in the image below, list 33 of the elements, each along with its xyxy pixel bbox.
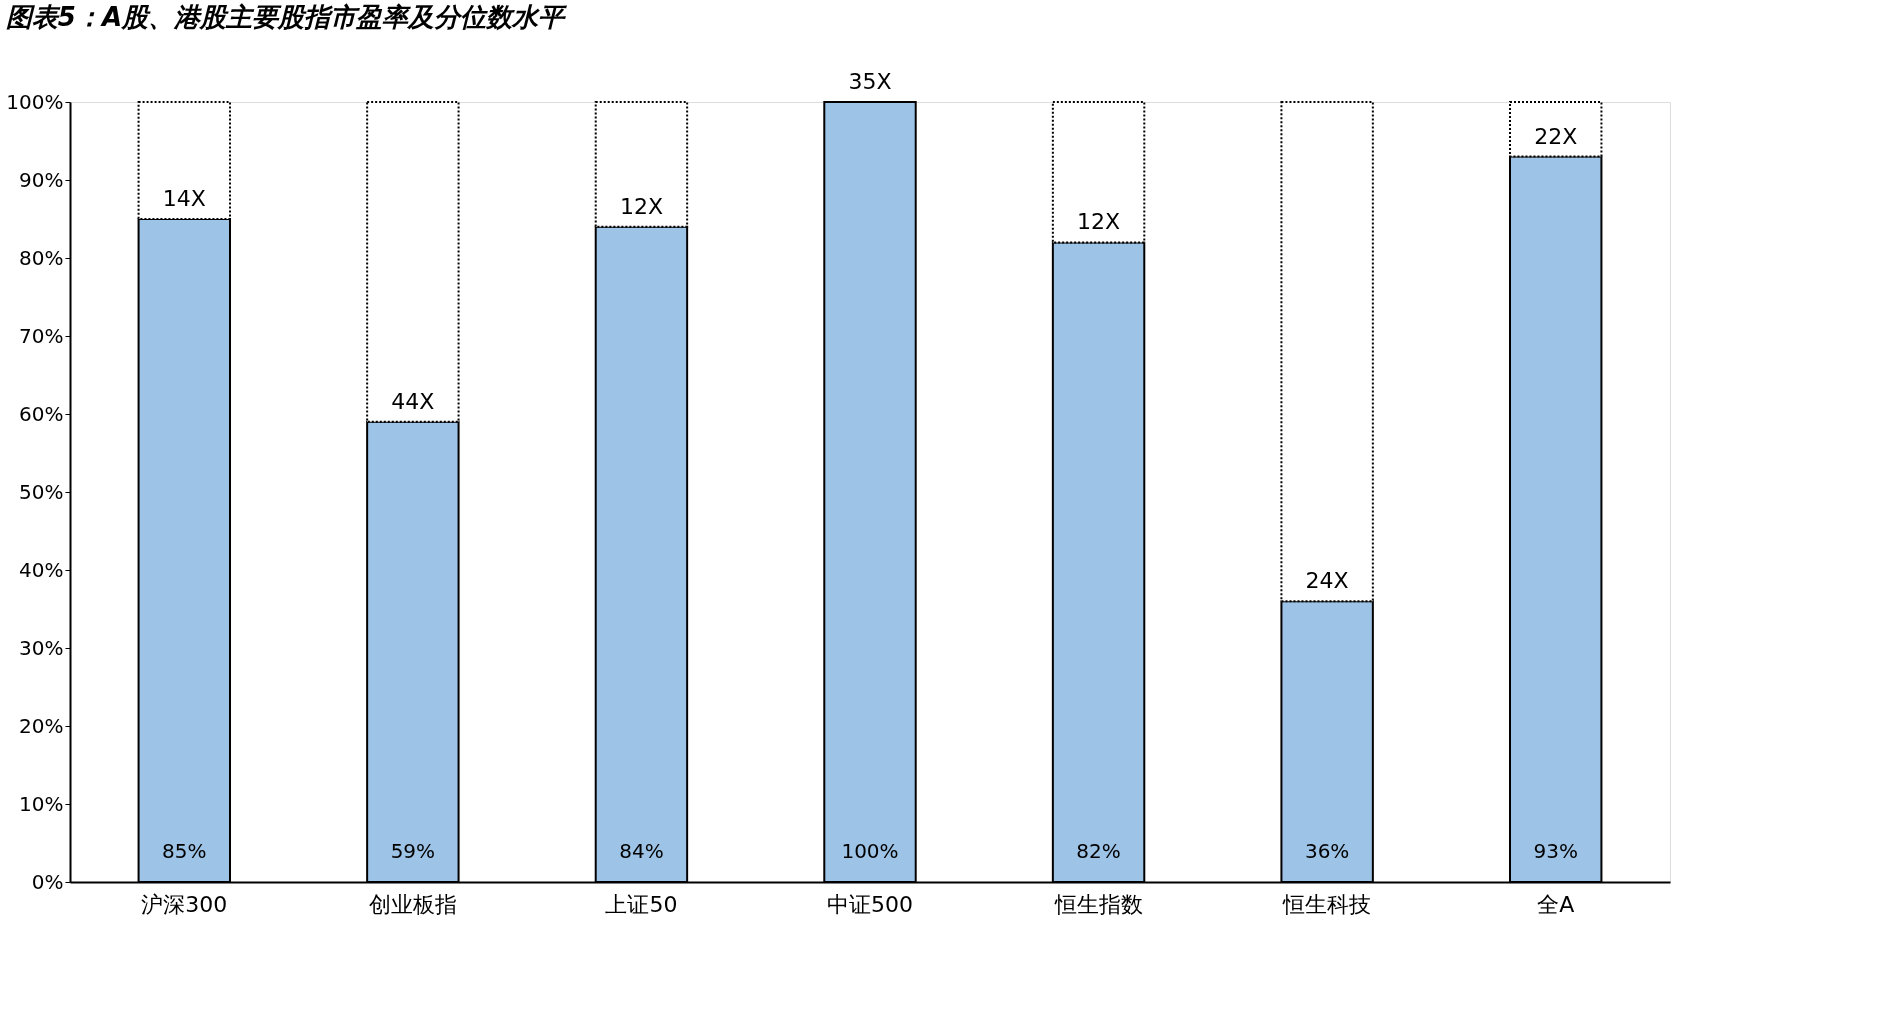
x-tick-label: 恒生科技 [1282,891,1372,917]
y-tick-label: 100% [6,89,64,114]
data-label: 84% [619,839,664,863]
y-tick-label: 50% [19,479,64,504]
x-tick-label: 全A [1537,891,1575,917]
x-tick-label: 中证500 [827,891,913,917]
x-tick-label: 沪深300 [141,891,228,917]
data-label: 93% [1533,839,1578,863]
y-tick-label: 70% [19,323,64,348]
annotation: 35X [848,69,892,94]
y-tick-label: 90% [19,167,64,192]
annotation: 22X [1534,123,1578,149]
x-tick-label: 创业板指 [368,891,457,917]
y-tick-label: 0% [31,869,64,894]
annotation: 24X [1305,568,1349,594]
y-tick-label: 30% [19,635,64,660]
data-label: 36% [1304,839,1350,863]
y-tick-label: 40% [19,557,64,582]
data-label: 59% [390,839,436,863]
y-tick-label: 80% [19,245,64,270]
annotation: 12X [1077,209,1121,235]
annotation: 12X [619,193,663,219]
data-label: 82% [1076,839,1121,863]
annotation: 44X [391,388,435,414]
x-tick-label: 恒生指数 [1053,891,1143,917]
x-tick-label: 上证50 [605,891,678,917]
y-tick-label: 60% [19,401,64,426]
y-tick-label: 20% [19,713,64,738]
y-tick-label: 10% [19,791,64,816]
data-label: 100% [841,839,899,863]
annotation: 14X [162,186,206,211]
chart-title: 图表5：A股、港股主要股指市盈率及分位数水平 [5,2,568,32]
data-label: 85% [162,839,207,863]
